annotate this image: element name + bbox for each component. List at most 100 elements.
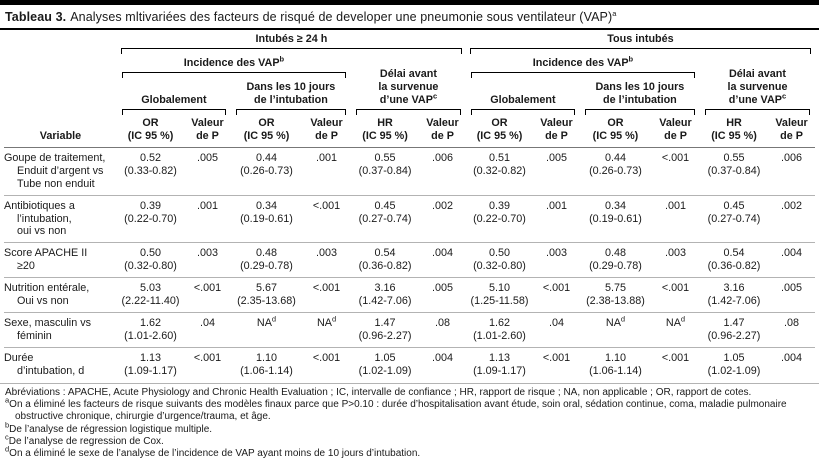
value-cell: 5.03 (2.22-11.40)	[121, 282, 180, 308]
column-header-variable: Variable	[4, 30, 117, 148]
column-header-or: OR (IC 95 %)	[579, 114, 652, 148]
spanner-bracket	[584, 108, 695, 115]
subheader-delai-vap-left: Délai avant la survenue d’une VAPc	[351, 54, 466, 115]
value-cell: 0.45 (0.27-0.74)	[707, 199, 761, 225]
value-cell: NAd	[316, 314, 337, 330]
column-header-p: Valeur de P	[533, 114, 580, 148]
table-header: Variable Intubés ≥ 24 h Tous intubés Inc…	[4, 30, 815, 148]
value-cell: .003	[196, 247, 218, 260]
value-cell: .002	[432, 199, 454, 212]
value-cell: NAd	[605, 314, 626, 330]
top-rule	[0, 0, 819, 5]
value-cell: .003	[665, 247, 687, 260]
value-cell: 0.52 (0.33-0.82)	[124, 151, 177, 177]
abbreviations-note: Abréviations : APACHE, Acute Physiology …	[5, 387, 752, 399]
column-header-or: OR (IC 95 %)	[465, 114, 534, 148]
table-title-label: Tableau 3.	[5, 10, 67, 24]
column-header-p: Valeur de P	[419, 114, 466, 148]
table-row: Antibiotiques a l’intubation, oui vs non…	[4, 195, 815, 243]
value-cell: <.001	[193, 282, 222, 295]
column-header-p: Valeur de P	[302, 114, 351, 148]
group-header-tous-intubes: Tous intubés	[466, 30, 815, 54]
value-cell: .001	[316, 151, 338, 164]
value-cell: 0.48 (0.29-0.78)	[240, 247, 293, 273]
value-cell: 0.50 (0.32-0.80)	[473, 247, 526, 273]
table-row: Goupe de traitement, Enduit d’argent vs …	[4, 147, 815, 195]
value-cell: 0.44 (0.26-0.73)	[589, 151, 642, 177]
value-cell: <.001	[312, 199, 341, 212]
value-cell: 1.62 (1.01-2.60)	[473, 317, 526, 343]
value-cell: .04	[199, 317, 215, 330]
value-cell: .08	[784, 317, 800, 330]
row-variable: Durée d’intubation, d	[4, 352, 85, 378]
value-cell: .006	[432, 151, 454, 164]
value-cell: 5.75 (2.38-13.88)	[586, 282, 645, 308]
footnote-divider	[0, 383, 819, 385]
row-variable: Antibiotiques a l’intubation, oui vs non	[4, 199, 75, 238]
value-cell: <.001	[542, 282, 571, 295]
spanner-bracket	[121, 108, 226, 115]
value-cell: 3.16 (1.42-7.06)	[707, 282, 761, 308]
spanner-bracket	[235, 108, 346, 115]
footnote-b: bDe l’analyse de régression logistique m…	[5, 420, 213, 435]
value-cell: <.001	[312, 352, 341, 365]
value-cell: 0.39 (0.22-0.70)	[473, 199, 526, 225]
row-variable: Score APACHE II ≥20	[4, 247, 88, 273]
value-cell: NAd	[256, 314, 277, 330]
value-cell: 0.55 (0.37-0.84)	[707, 151, 761, 177]
value-cell: .04	[548, 317, 564, 330]
value-cell: .005	[781, 282, 803, 295]
value-cell: 0.55 (0.37-0.84)	[358, 151, 412, 177]
value-cell: .003	[316, 247, 338, 260]
value-cell: 0.45 (0.27-0.74)	[358, 199, 412, 225]
value-cell: <.001	[193, 352, 222, 365]
value-cell: .001	[665, 199, 687, 212]
value-cell: .006	[781, 151, 803, 164]
table-title-footnote-mark: a	[612, 8, 617, 18]
value-cell: .005	[545, 151, 567, 164]
column-header-hr: HR (IC 95 %)	[699, 114, 769, 148]
value-cell: .002	[781, 199, 803, 212]
footnote-d: dOn a éliminé le sexe de l’analyse de l’…	[5, 444, 421, 459]
column-header-or: OR (IC 95 %)	[230, 114, 303, 148]
group-header-intubes-24h: Intubés ≥ 24 h	[117, 30, 466, 54]
subheader-10-jours-left: Dans les 10 jours de l’intubation	[231, 78, 351, 115]
subheader-incidence-vap-left: Incidence des VAPb	[117, 54, 351, 78]
subheader-globalement-right: Globalement	[466, 78, 580, 115]
table-row: Sexe, masculin vs féminin 1.62 (1.01-2.60…	[4, 312, 815, 348]
subheader-10-jours-right: Dans les 10 jours de l’intubation	[580, 78, 700, 115]
column-header-p: Valeur de P	[768, 114, 815, 148]
column-header-p: Valeur de P	[651, 114, 700, 148]
value-cell: 1.10 (1.06-1.14)	[589, 352, 642, 378]
value-cell: 0.48 (0.29-0.78)	[589, 247, 642, 273]
spanner-bracket	[704, 108, 810, 115]
value-cell: 1.47 (0.96-2.27)	[707, 317, 761, 343]
table-row: Score APACHE II ≥20 0.50 (0.32-0.80) .003…	[4, 242, 815, 278]
value-cell: 1.05 (1.02-1.09)	[707, 352, 761, 378]
value-cell: <.001	[661, 282, 690, 295]
value-cell: 0.34 (0.19-0.61)	[240, 199, 293, 225]
value-cell: .005	[432, 282, 454, 295]
subheader-incidence-vap-right: Incidence des VAPb	[466, 54, 700, 78]
table-body: Goupe de traitement, Enduit d’argent vs …	[4, 147, 815, 382]
value-cell: 1.13 (1.09-1.17)	[473, 352, 526, 378]
value-cell: NAd	[665, 314, 686, 330]
value-cell: .001	[196, 199, 218, 212]
footnotes: Abréviations : APACHE, Acute Physiology …	[0, 384, 819, 460]
value-cell: .004	[432, 352, 454, 365]
value-cell: .08	[435, 317, 451, 330]
value-cell: .001	[545, 199, 567, 212]
row-variable: Goupe de traitement, Enduit d’argent vs …	[4, 151, 106, 190]
spanner-bracket	[355, 108, 461, 115]
spanner-bracket	[121, 71, 346, 78]
table-title-text: Analyses mltivariées des facteurs de ris…	[70, 10, 613, 24]
spanner-bracket	[470, 71, 695, 78]
value-cell: <.001	[542, 352, 571, 365]
value-cell: .004	[432, 247, 454, 260]
value-cell: 1.62 (1.01-2.60)	[124, 317, 177, 343]
value-cell: 0.39 (0.22-0.70)	[124, 199, 177, 225]
footnote-c: cDe l’analyse de regression de Cox.	[5, 432, 164, 447]
value-cell: .004	[781, 247, 803, 260]
value-cell: 1.13 (1.09-1.17)	[124, 352, 177, 378]
